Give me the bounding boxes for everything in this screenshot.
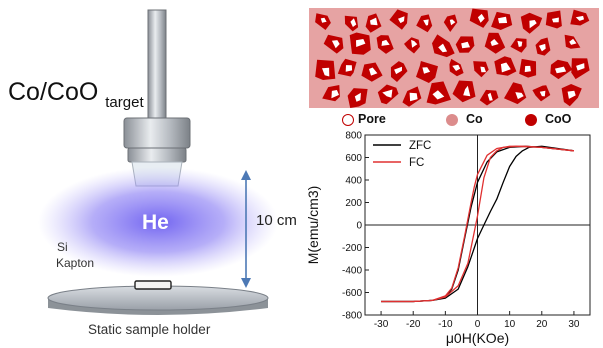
pore [381,39,390,46]
target-label: Co/CoO target [8,78,144,111]
y-tick-label: 0 [356,221,362,232]
y-tick-label: 400 [345,176,362,187]
pore [567,90,576,99]
pore [555,66,567,74]
x-tick-label: -20 [406,319,421,330]
microstructure-panel [309,8,599,108]
pore [490,39,499,46]
legend-coo-label: CoO [545,112,572,126]
phase-legend: Pore Co CoO [342,112,592,128]
sample-holder [47,285,269,315]
pore [356,39,366,47]
pore [369,67,378,76]
coo-grain [322,85,340,102]
pore [331,40,340,49]
y-axis-label: M(emu/cm3) [305,186,321,265]
x-tick-label: 10 [504,319,516,330]
pore [517,40,523,47]
pore [394,66,402,75]
coo-grain [452,80,476,103]
pore [382,89,393,98]
hysteresis-chart: -30 -20 -10 0 10 20 30 -800 -600 -400 -200 0 200 400 6… [305,131,591,346]
pore [345,65,353,72]
pore [539,90,546,97]
y-tick-label: -800 [342,311,362,322]
legend-co-swatch [446,114,458,126]
legend-label-fc: FC [409,157,424,169]
pore [477,13,485,23]
y-tick-label: -200 [342,243,362,254]
deposition-setup-diagram [38,9,278,315]
x-tick-label: 0 [475,319,481,330]
substrate [134,280,172,290]
legend-pore-swatch [342,114,354,126]
pore [438,43,448,53]
coo-grain [416,14,433,33]
coo-grain [323,34,344,54]
pore [515,92,524,100]
substrate-label-si: Si [57,240,68,254]
pore [463,85,471,97]
pore [409,92,418,102]
pore [569,38,577,45]
pore [538,43,546,52]
target-head [123,117,191,149]
y-tick-label: 600 [345,153,362,164]
x-tick-label: 20 [536,319,548,330]
x-tick-label: -10 [438,319,453,330]
legend-pore-label: Pore [358,112,386,126]
pore [422,67,431,74]
legend-coo-swatch [525,114,537,126]
coo-grain [504,82,527,105]
distance-label: 10 cm [256,212,297,229]
pore [398,16,405,24]
pore [423,19,429,26]
pore [487,92,493,101]
distance-arrow [241,170,251,288]
pore [576,63,585,71]
pore [524,65,531,73]
series-zfc-branch-2 [381,145,574,303]
substrate-label-kapton: Kapton [56,256,95,270]
coo-grain [443,14,458,32]
pore [449,19,456,26]
pore [461,41,470,49]
pore [432,90,445,100]
pore [350,18,357,27]
y-tick-label: -400 [342,266,362,277]
target-label-sub: target [105,94,144,111]
holder-label: Static sample holder [88,322,211,337]
series-fc-branch-2 [381,145,574,303]
legend-label-zfc: ZFC [409,140,431,152]
pore [498,16,508,24]
pore [575,15,584,21]
pore [411,39,418,48]
pore [322,67,330,77]
pore [320,17,327,23]
x-tick-label: 30 [568,319,580,330]
y-tick-label: 200 [345,198,362,209]
pore [552,17,559,23]
x-tick-label: -30 [374,319,389,330]
target-label-main: Co/CoO [8,78,99,106]
pore [529,20,537,29]
gas-label: He [142,211,169,234]
helium-plasma [38,167,278,277]
y-tick-label: -600 [342,288,362,299]
pore [354,92,361,102]
target-lens [127,147,187,163]
pore [500,62,511,73]
pore [480,66,486,73]
y-tick-label: 800 [345,131,362,142]
pore [452,64,461,71]
pore [331,90,339,99]
x-axis-label: μ0H(KOe) [446,330,509,346]
pore [370,17,378,26]
target-rod [147,9,167,123]
legend-co-label: Co [466,112,483,126]
